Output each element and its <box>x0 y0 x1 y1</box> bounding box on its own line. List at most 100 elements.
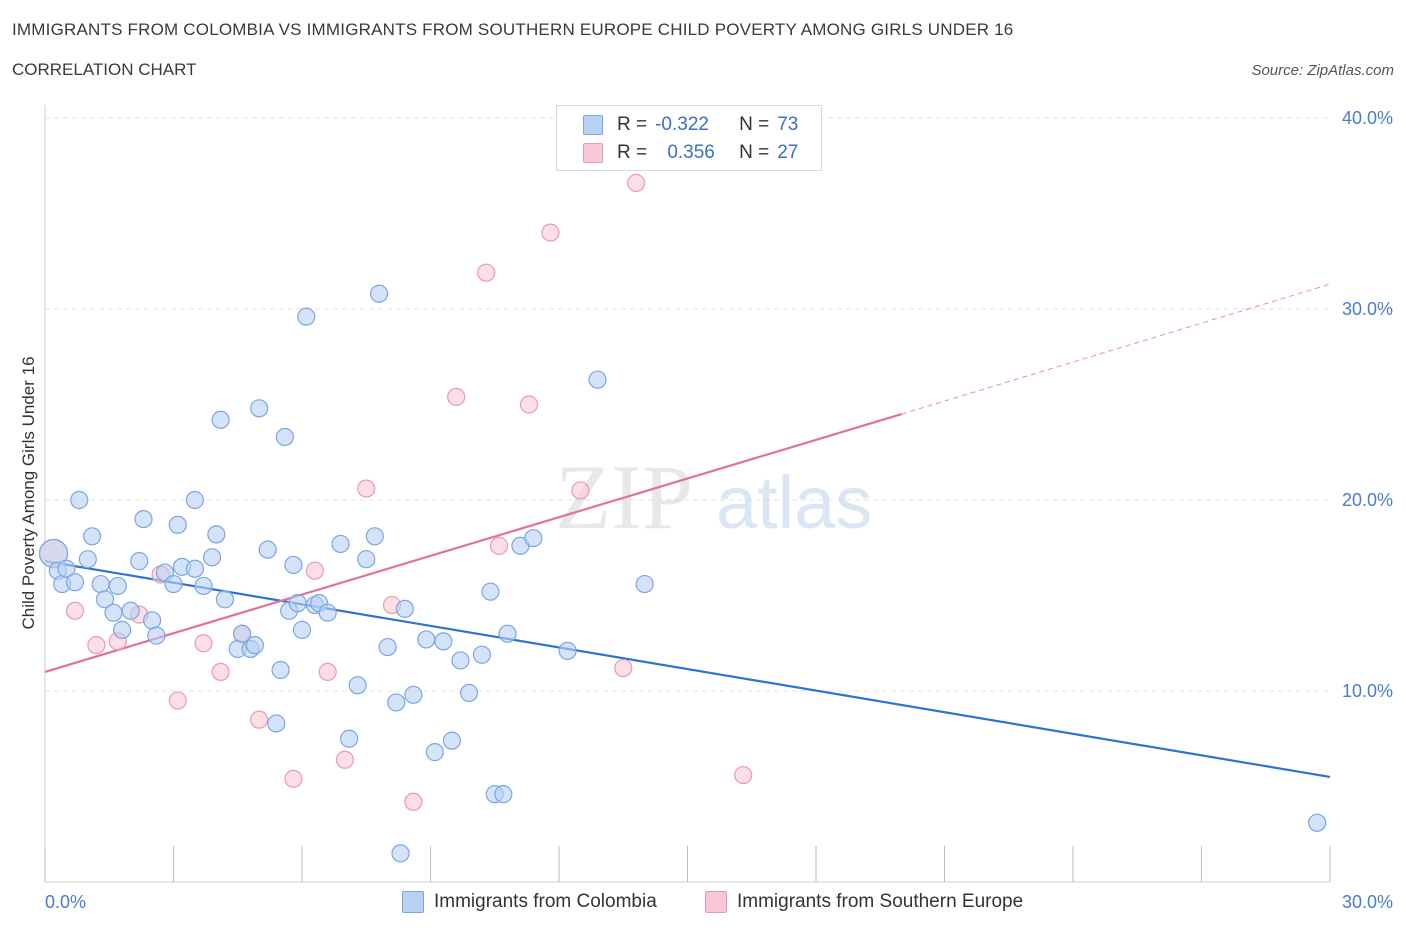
colombia-point <box>442 731 462 750</box>
colombia-point <box>95 590 115 609</box>
series-label-colombia: Immigrants from Colombia <box>434 891 657 912</box>
colombia-point <box>121 601 140 620</box>
colombia-point <box>83 527 102 546</box>
colombia-point <box>108 576 127 596</box>
southern-europe-point <box>211 662 230 682</box>
colombia-point <box>588 370 607 389</box>
southern-europe-point <box>284 769 303 788</box>
colombia-point <box>130 552 149 571</box>
southern-europe-point <box>447 387 466 406</box>
colombia-point <box>284 555 303 575</box>
legend-n-value: 27 <box>777 142 799 163</box>
colombia-point <box>275 427 294 447</box>
colombia-point <box>250 399 269 418</box>
southern-europe-point <box>318 662 337 682</box>
southern-europe-point <box>477 263 496 282</box>
colombia-point <box>104 603 123 622</box>
chart-subtitle: CORRELATION CHART <box>12 60 197 79</box>
colombia-point <box>65 573 85 592</box>
colombia-point <box>558 641 577 660</box>
y-tick-label: 10.0% <box>1342 681 1393 701</box>
southern-europe-trend-line <box>44 412 902 673</box>
axes <box>44 105 1331 883</box>
colombia-point <box>481 582 500 601</box>
legend-swatch-colombia <box>583 115 603 135</box>
colombia-point <box>357 550 376 569</box>
southern-europe-point <box>626 173 646 193</box>
legend-row-colombia: R = -0.322 N = 73 <box>583 113 798 137</box>
colombia-point <box>498 624 517 643</box>
legend-r-value: 0.356 <box>667 142 715 163</box>
colombia-point <box>340 729 359 748</box>
southern-europe-point <box>357 479 376 498</box>
colombia-point <box>370 284 389 303</box>
colombia-point <box>348 676 367 695</box>
colombia-point <box>318 603 337 622</box>
x-tick-label: 30.0% <box>1342 892 1393 912</box>
southern-europe-point <box>87 636 106 655</box>
colombia-point <box>331 534 350 554</box>
southern-europe-point <box>168 691 187 710</box>
colombia-point <box>434 632 453 651</box>
y-tick-label: 40.0% <box>1342 108 1393 128</box>
colombia-point <box>288 594 307 613</box>
colombia-trend-line <box>44 560 1331 779</box>
southern-europe-point <box>194 634 213 653</box>
southern-europe-point <box>335 750 354 769</box>
colombia-point <box>472 645 491 664</box>
watermark-atlas: atlas <box>716 461 872 544</box>
colombia-point <box>378 637 397 657</box>
source-label: Source: ZipAtlas.com <box>1251 62 1394 79</box>
legend-n-value: 73 <box>777 114 799 135</box>
southern-europe-point <box>519 395 539 414</box>
legend-swatch-southern-europe <box>583 143 603 163</box>
southern-europe-point <box>734 765 753 785</box>
colombia-point <box>297 307 316 326</box>
series-legend-southern-europe: Immigrants from Southern Europe <box>705 890 1023 914</box>
colombia-point <box>185 559 205 578</box>
colombia-point <box>211 410 230 429</box>
colombia-point <box>494 785 513 804</box>
chart-title: IMMIGRANTS FROM COLOMBIA VS IMMIGRANTS F… <box>12 20 1014 39</box>
colombia-point <box>417 630 436 649</box>
y-tick-label: 30.0% <box>1342 299 1393 319</box>
gridlines <box>45 117 1330 692</box>
southern-europe-point <box>305 561 324 580</box>
colombia-point <box>142 611 162 630</box>
series-swatch-southern-europe <box>705 891 727 913</box>
legend-n-label: N = <box>739 114 770 135</box>
southern-europe-trend-extension <box>901 283 1331 415</box>
colombia-point <box>207 525 226 544</box>
colombia-point <box>232 624 252 643</box>
colombia-point <box>134 509 153 529</box>
legend-r-value: -0.322 <box>655 114 709 135</box>
colombia-point <box>365 527 384 546</box>
colombia-point <box>391 844 410 863</box>
colombia-point <box>271 660 290 680</box>
legend-r-label: R = <box>617 114 648 135</box>
series-legend-colombia: Immigrants from Colombia <box>402 890 657 914</box>
colombia-point <box>635 574 654 594</box>
southern-europe-point <box>250 710 269 729</box>
correlation-legend: R = -0.322 N = 73 R = 0.356 N = 27 <box>556 105 822 171</box>
colombia-point <box>70 490 89 510</box>
southern-europe-point <box>489 536 509 555</box>
colombia-point <box>267 714 286 733</box>
colombia-point <box>194 576 213 596</box>
legend-row-southern-europe: R = 0.356 N = 27 <box>583 141 798 165</box>
colombia-point <box>91 574 110 594</box>
trend-lines <box>44 283 1331 779</box>
southern-europe-point <box>541 223 560 242</box>
colombia-point <box>147 626 166 645</box>
colombia-point <box>258 540 277 559</box>
colombia-point <box>425 743 444 762</box>
colombia-point <box>404 685 423 704</box>
y-tick-label: 20.0% <box>1342 490 1393 510</box>
colombia-point <box>387 693 406 712</box>
colombia-point <box>164 574 183 594</box>
y-axis-label: Child Poverty Among Girls Under 16 <box>19 356 38 629</box>
colombia-point <box>1308 813 1327 832</box>
colombia-point <box>451 651 470 670</box>
colombia-point <box>292 620 312 639</box>
